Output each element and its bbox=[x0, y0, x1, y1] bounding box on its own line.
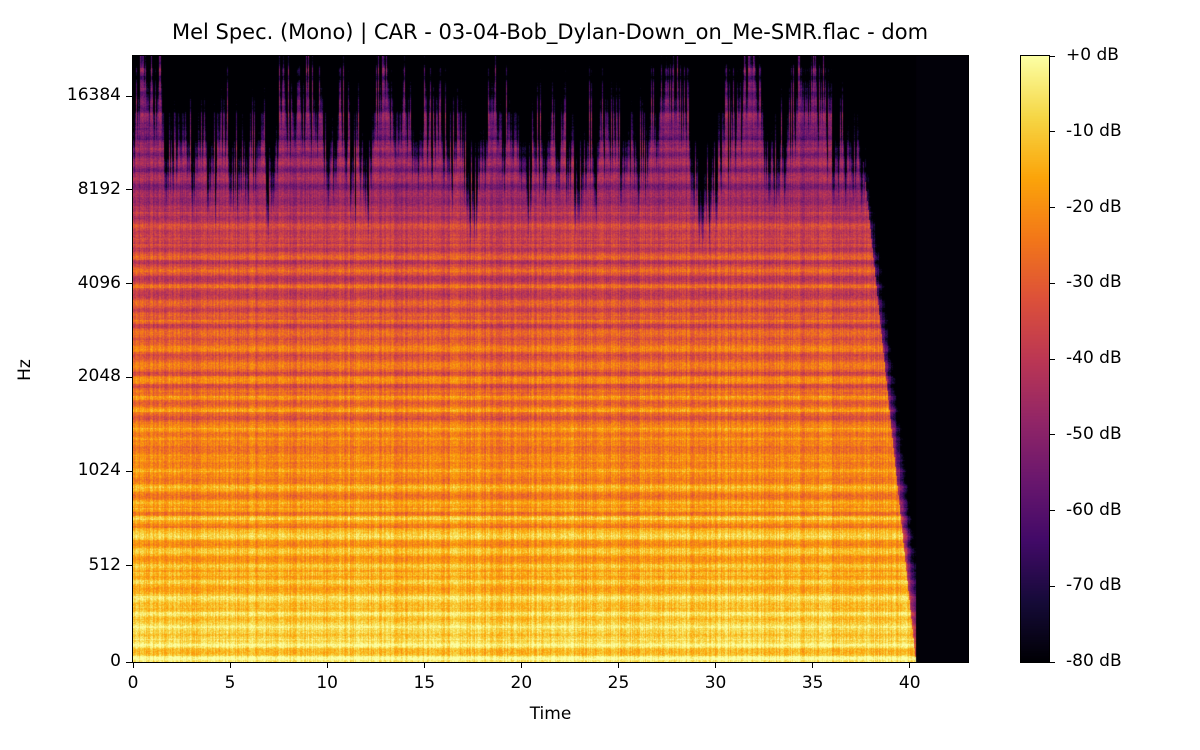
colorbar bbox=[1021, 56, 1049, 662]
colorbar-tick-mark bbox=[1049, 510, 1055, 511]
colorbar-tick-label: -40 dB bbox=[1066, 348, 1122, 368]
y-tick-label: 2048 bbox=[77, 366, 121, 387]
colorbar-tick-label: +0 dB bbox=[1066, 45, 1119, 65]
x-tick-mark bbox=[132, 662, 134, 668]
x-tick-mark bbox=[715, 662, 717, 668]
x-tick-mark bbox=[326, 662, 328, 668]
colorbar-tick-label: -60 dB bbox=[1066, 499, 1122, 520]
colorbar-tick-mark bbox=[1049, 207, 1055, 208]
y-tick-mark bbox=[126, 189, 132, 191]
x-tick-label: 25 bbox=[607, 673, 630, 693]
colorbar-tick-mark bbox=[1049, 358, 1055, 360]
colorbar-tick-label: -80 dB bbox=[1066, 651, 1122, 671]
y-tick-mark bbox=[126, 470, 132, 472]
x-tick-mark bbox=[423, 662, 425, 668]
colorbar-tick-label: -70 dB bbox=[1066, 575, 1122, 596]
x-tick-label: 20 bbox=[510, 673, 533, 693]
colorbar-tick-mark bbox=[1049, 661, 1055, 663]
x-tick-label: 35 bbox=[801, 673, 824, 693]
x-tick-label: 0 bbox=[127, 673, 139, 693]
y-tick-label: 16384 bbox=[66, 85, 121, 106]
y-tick-mark bbox=[126, 283, 132, 285]
y-tick-label: 1024 bbox=[77, 460, 121, 481]
x-axis-label: Time bbox=[529, 704, 572, 724]
colorbar-tick-mark bbox=[1049, 434, 1055, 436]
colorbar-tick-label: -50 dB bbox=[1066, 423, 1122, 444]
y-tick-label: 0 bbox=[110, 651, 121, 671]
x-tick-mark bbox=[520, 662, 522, 668]
x-tick-mark bbox=[909, 662, 911, 668]
y-tick-mark bbox=[126, 661, 132, 663]
colorbar-tick-label: -10 dB bbox=[1066, 120, 1122, 141]
chart-title: Mel Spec. (Mono) | CAR - 03-04-Bob_Dylan… bbox=[171, 20, 929, 44]
x-tick-label: 15 bbox=[413, 673, 436, 693]
y-tick-label: 8192 bbox=[77, 178, 121, 199]
colorbar-tick-label: -20 dB bbox=[1066, 196, 1122, 217]
x-tick-label: 40 bbox=[898, 673, 921, 693]
colorbar-tick-mark bbox=[1049, 55, 1055, 57]
x-tick-label: 10 bbox=[316, 673, 338, 693]
spectrogram-heatmap bbox=[133, 56, 968, 662]
y-tick-label: 512 bbox=[88, 554, 121, 575]
x-tick-mark bbox=[617, 662, 619, 668]
y-tick-mark bbox=[126, 565, 132, 567]
x-tick-label: 5 bbox=[224, 673, 236, 693]
y-tick-label: 4096 bbox=[77, 272, 121, 293]
x-tick-label: 30 bbox=[704, 673, 727, 693]
x-tick-mark bbox=[229, 662, 231, 668]
y-tick-mark bbox=[126, 95, 132, 97]
colorbar-tick-mark bbox=[1049, 282, 1055, 284]
colorbar-tick-mark bbox=[1049, 131, 1055, 133]
x-tick-mark bbox=[812, 662, 814, 668]
colorbar-tick-mark bbox=[1049, 585, 1055, 587]
y-tick-mark bbox=[126, 376, 132, 378]
colorbar-tick-label: -30 dB bbox=[1066, 272, 1122, 293]
